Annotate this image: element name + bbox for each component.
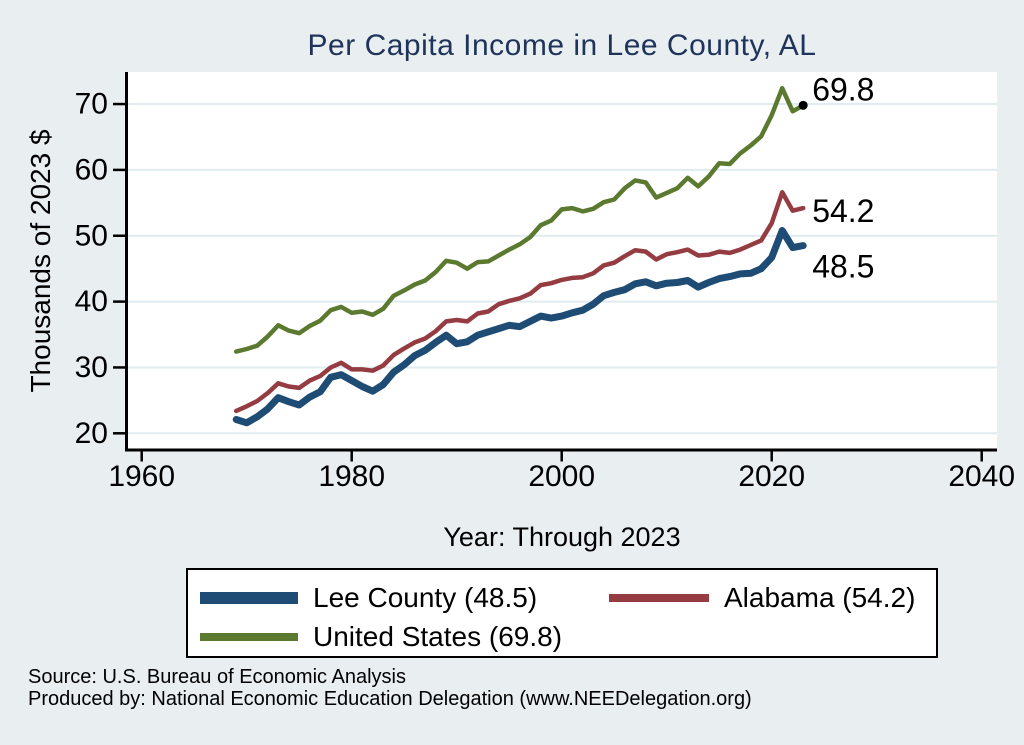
series-end-labels: 48.5 54.2 69.8 [812,71,874,284]
series-line-alabama [233,190,806,414]
source-line-1: Source: U.S. Bureau of Economic Analysis [28,666,406,688]
y-tick-label-50: 50 [75,219,108,252]
x-tick-label-1960: 1960 [108,460,175,493]
legend-item-lee-county: Lee County (48.5) [200,580,537,616]
series-line-lee-county [232,227,807,427]
x-tick-label-1980: 1980 [318,460,385,493]
end-label-united-states: 69.8 [812,71,874,107]
series-lines [232,85,808,427]
legend-item-alabama: Alabama (54.2) [609,580,915,616]
end-label-lee-county: 48.5 [812,249,874,285]
y-axis-ticks: 20 30 40 50 60 70 [75,88,125,450]
chart-title: Per Capita Income in Lee County, AL [307,29,817,62]
legend-label-united-states: United States (69.8) [313,621,563,652]
end-marker-united-states [798,100,808,110]
legend-swatch-lee-county [200,592,298,604]
y-tick-label-40: 40 [75,285,108,318]
gridlines [128,103,997,435]
x-tick-label-2040: 2040 [948,460,1015,493]
legend-item-united-states: United States (69.8) [200,619,562,655]
legend-swatch-alabama [609,594,709,602]
y-tick-label-30: 30 [75,351,108,384]
y-tick-label-70: 70 [75,88,108,121]
y-tick-label-20: 20 [75,417,108,450]
x-axis-ticks: 1960 1980 2000 2020 2040 [108,450,1015,493]
source-line-2: Produced by: National Economic Education… [28,688,752,710]
x-tick-label-2020: 2020 [738,460,805,493]
source-note: Source: U.S. Bureau of Economic Analysis… [28,666,752,710]
y-tick-label-60: 60 [75,153,108,186]
legend-label-alabama: Alabama (54.2) [724,582,916,613]
legend-swatch-united-states [200,633,298,641]
x-axis-title: Year: Through 2023 [443,522,681,552]
end-label-alabama: 54.2 [812,193,874,229]
x-tick-label-2000: 2000 [528,460,595,493]
legend: Lee County (48.5) Alabama (54.2) United … [186,568,938,658]
series-line-united-states [233,85,806,354]
legend-label-lee-county: Lee County (48.5) [313,582,538,613]
